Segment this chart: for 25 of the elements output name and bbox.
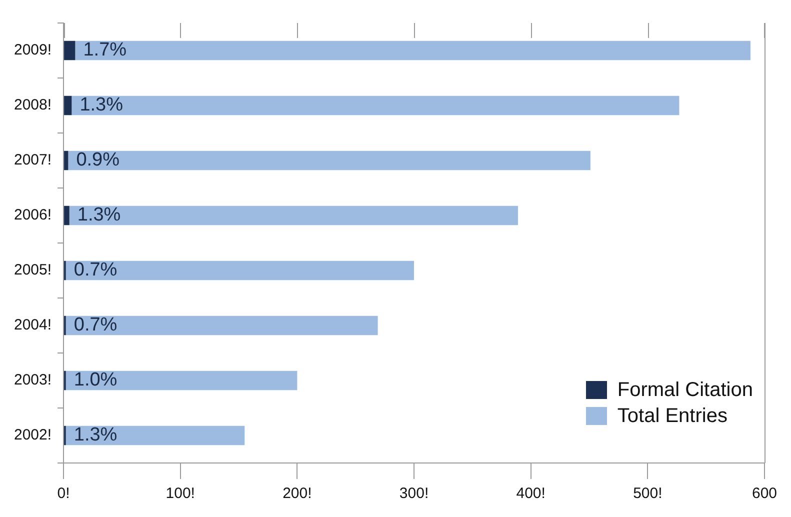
x-tick-label: 500! [633, 485, 662, 502]
y-tick-label: 2002! [14, 426, 52, 444]
y-tick-label: 2003! [14, 372, 52, 389]
annotation: 0.7% [74, 260, 118, 281]
y-tick-label: 2005! [14, 262, 52, 279]
annotation: 1.3% [77, 204, 121, 226]
annotation: 0.9% [76, 150, 120, 171]
x-tick-label: 600 [752, 485, 777, 502]
x-tick-label: 400! [516, 485, 546, 502]
y-tick-label: 2009! [14, 42, 52, 59]
annotation: 1.7% [83, 40, 127, 61]
x-tick-label: 100! [166, 485, 195, 502]
x-tick-label: 0! [57, 485, 70, 502]
x-tick-label: 200! [282, 485, 312, 502]
y-tick-label: 2004! [14, 316, 52, 334]
x-tick-label: 300! [399, 485, 429, 502]
legend-label: Formal Citation [617, 378, 753, 403]
y-tick-label: 2007! [14, 152, 52, 169]
annotation: 0.7% [74, 314, 118, 336]
annotation: 1.3% [74, 424, 118, 446]
y-tick-label: 2006! [14, 206, 52, 224]
annotation: 1.0% [74, 370, 118, 391]
y-tick-label: 2008! [14, 96, 52, 114]
annotation: 1.3% [80, 94, 124, 116]
legend-label: Total Entries [617, 404, 728, 429]
